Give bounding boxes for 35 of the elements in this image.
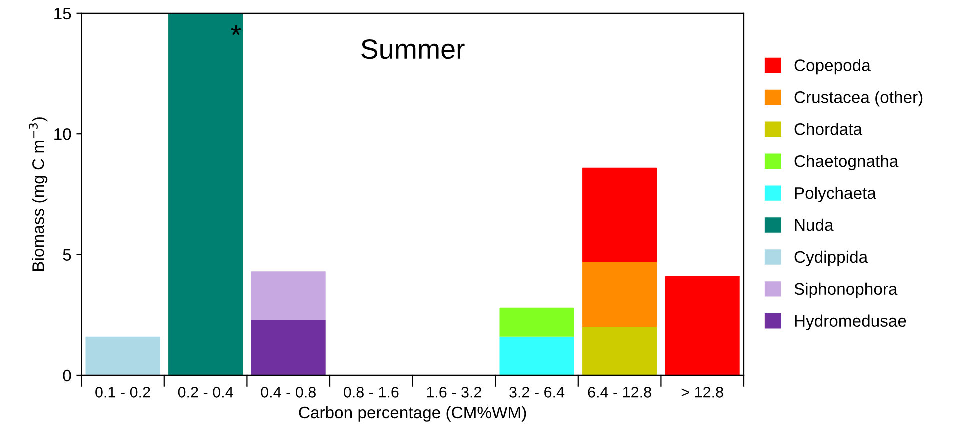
bar bbox=[582, 262, 658, 328]
y-tick-label: 10 bbox=[54, 128, 72, 140]
legend-label: Polychaeta bbox=[795, 186, 876, 203]
legend-label: Siphonophora bbox=[794, 282, 898, 298]
x-tick-label: 0.2 - 0.4 bbox=[178, 386, 234, 398]
bar bbox=[168, 13, 244, 376]
y-tick-label: 15 bbox=[54, 8, 72, 20]
legend-label: Copepoda bbox=[794, 59, 871, 75]
legend-label: Crustacea (other) bbox=[794, 91, 923, 107]
bar bbox=[86, 336, 160, 376]
x-tick-label: 1.6 - 3.2 bbox=[427, 386, 482, 398]
x-axis-title: Carbon percentage (CM%WM) bbox=[299, 406, 526, 422]
legend-label: Cydippida bbox=[794, 250, 868, 266]
x-tick-label: 3.2 - 6.4 bbox=[510, 386, 565, 398]
y-axis-title: Biomass (mg C m$^{−3}$) bbox=[29, 118, 48, 271]
x-tick-label: 6.4 - 12.8 bbox=[588, 386, 652, 398]
x-tick-label: 0.1 - 0.2 bbox=[96, 386, 150, 398]
bar bbox=[582, 168, 658, 262]
bar bbox=[500, 336, 574, 376]
bar bbox=[251, 272, 326, 320]
legend-label: Nuda bbox=[795, 218, 834, 232]
legend-label: Chordata bbox=[794, 123, 863, 136]
legend-label: Chaetognatha bbox=[794, 155, 899, 171]
x-tick-label: 0.8 - 1.6 bbox=[344, 386, 399, 398]
y-tick-label: 0 bbox=[63, 370, 72, 382]
bar bbox=[665, 276, 740, 376]
legend-label: Hydromedusae bbox=[795, 314, 906, 330]
bar bbox=[582, 327, 658, 376]
annotation: * bbox=[231, 26, 242, 36]
y-tick-label: 5 bbox=[63, 249, 72, 261]
bar bbox=[251, 320, 326, 376]
bar bbox=[500, 308, 574, 337]
x-tick-label: > 12.8 bbox=[682, 386, 724, 398]
text: Summer bbox=[362, 39, 465, 60]
x-tick-label: 0.4 - 0.8 bbox=[261, 386, 316, 398]
